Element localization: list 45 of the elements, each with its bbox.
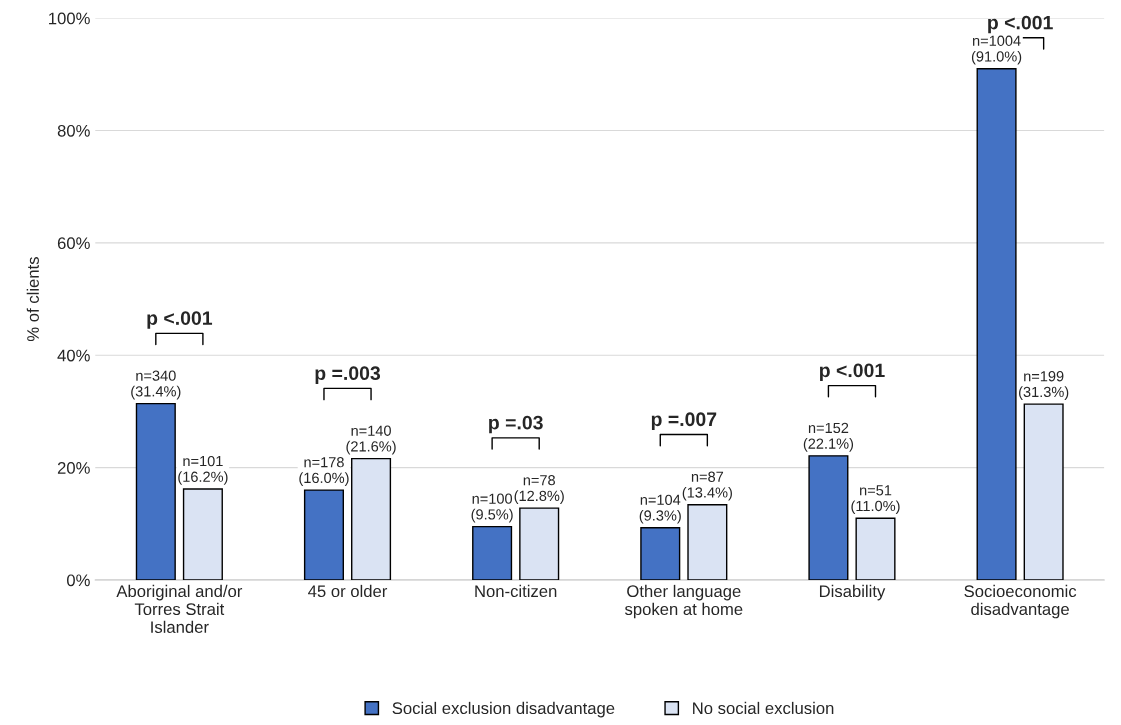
y-tick-label: 0% (66, 574, 90, 587)
x-tick-label: Other language spoken at home (624, 584, 743, 619)
y-tick-label: 20% (57, 462, 90, 474)
y-tick-label: 60% (57, 237, 90, 250)
data-label: n=152 (22.1%) (803, 422, 854, 452)
data-label: n=87 (13.4%) (682, 471, 732, 501)
bar (855, 517, 896, 580)
bar (472, 525, 513, 580)
bar (519, 507, 560, 580)
bar (687, 504, 728, 580)
data-label: n=178 (16.0%) (299, 457, 349, 486)
bar (351, 457, 392, 580)
data-label: n=340 (31.4%) (131, 370, 181, 400)
annotation: p <.001 (147, 311, 213, 329)
data-label: n=101 (16.2%) (178, 455, 228, 485)
annotation: p =.007 (651, 412, 717, 430)
annotation: p =.03 (489, 415, 543, 434)
data-label: n=78 (12.8%) (514, 475, 564, 504)
legend-label: Social exclusion disadvantage (392, 701, 615, 718)
x-tick-label: Socioeconomic disadvantage (964, 584, 1077, 619)
bar (640, 527, 681, 580)
data-label: n=51 (11.0%) (851, 485, 900, 515)
legend-label: No social exclusion (693, 701, 834, 715)
x-tick-label: Disability (819, 584, 886, 601)
bar (303, 489, 345, 580)
data-label: n=104 (9.3%) (639, 494, 681, 524)
x-tick-label: Non-citizen (475, 584, 557, 598)
data-label: n=140 (21.6%) (346, 425, 396, 455)
data-label: n=100 (9.5%) (471, 493, 513, 523)
annotation: p <.001 (988, 15, 1053, 34)
y-tick-label: 100% (49, 12, 90, 25)
bar (1023, 403, 1064, 580)
y-tick-label: 80% (57, 124, 90, 137)
bar (135, 402, 176, 580)
y-tick-label: 40% (57, 349, 90, 362)
data-label: n=1004 (91.0%) (971, 35, 1022, 65)
bar (808, 455, 849, 580)
annotation: p <.001 (820, 363, 885, 382)
bar (976, 67, 1017, 580)
data-label: n=199 (31.3%) (1019, 371, 1069, 400)
x-tick-label: 45 or older (308, 584, 388, 598)
y-axis-title: % of clients (26, 257, 39, 342)
x-tick-label: Aboriginal and/or Torres Strait Islander (116, 584, 243, 634)
annotation: p =.003 (315, 366, 381, 384)
bar (182, 488, 223, 580)
